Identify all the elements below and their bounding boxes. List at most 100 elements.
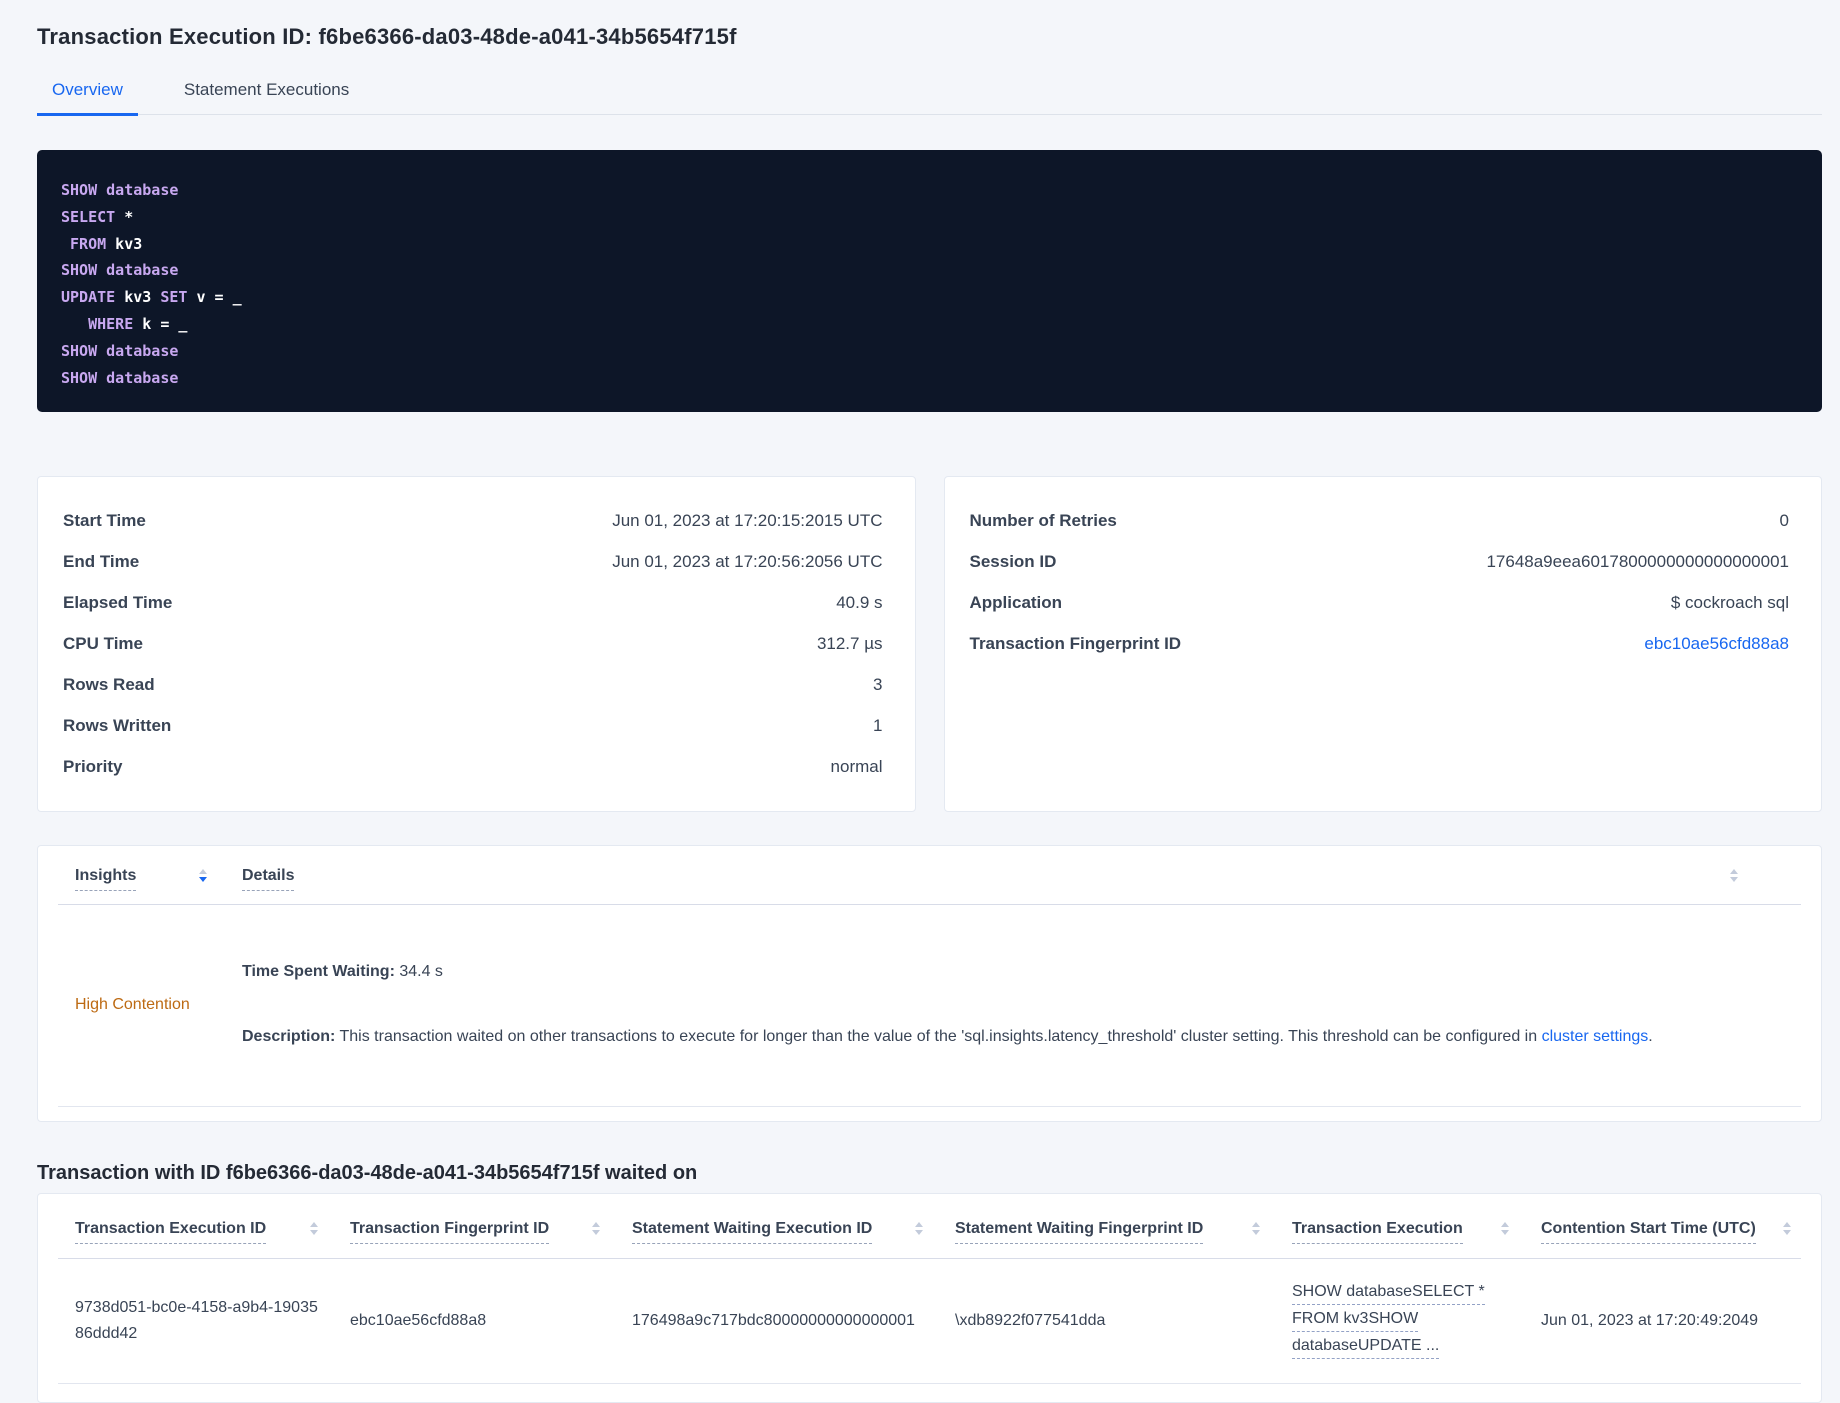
metric-value: Jun 01, 2023 at 17:20:15:2015 UTC	[612, 511, 883, 530]
sort-desc-icon	[915, 1230, 923, 1235]
details-column-header[interactable]: Details	[242, 867, 295, 891]
cell-transaction-fingerprint-id: ebc10ae56cfd88a8	[350, 1312, 487, 1329]
metric-label: Priority	[63, 757, 123, 776]
column-header-transaction-execution: Transaction Execution	[1292, 1220, 1541, 1244]
page-title: Transaction Execution ID: f6be6366-da03-…	[37, 24, 737, 49]
waited-on-table-header: Transaction Execution ID Transaction Fin…	[58, 1194, 1801, 1259]
waiting-label: Time Spent Waiting:	[242, 963, 395, 980]
summary-cards: Start Time Jun 01, 2023 at 17:20:15:2015…	[37, 476, 1822, 812]
metric-label: CPU Time	[63, 634, 143, 653]
metric-row: CPU Time 312.7 µs	[63, 634, 883, 653]
metric-label: Rows Written	[63, 716, 172, 735]
sort-asc-icon	[592, 1222, 600, 1227]
sql-line: SHOW database	[61, 181, 179, 199]
sort-asc-icon	[915, 1222, 923, 1227]
cell-statement-waiting-fingerprint-id: \xdb8922f077541dda	[955, 1312, 1106, 1329]
sort-desc-icon	[1252, 1230, 1260, 1235]
sort-icon[interactable]	[1783, 1220, 1791, 1235]
sort-asc-icon	[1730, 869, 1738, 874]
waiting-value: 34.4 s	[394, 963, 443, 980]
metric-value: 17648a9eea6017800000000000000001	[1486, 552, 1789, 571]
metric-row: Application $ cockroach sql	[970, 593, 1790, 612]
sort-desc-icon	[1501, 1230, 1509, 1235]
transaction-execution-link[interactable]: FROM kv3SHOW	[1292, 1310, 1419, 1332]
metric-row: Rows Read 3	[63, 675, 883, 694]
transaction-fingerprint-link[interactable]: ebc10ae56cfd88a8	[1644, 634, 1789, 653]
metric-value: 0	[1779, 511, 1789, 530]
column-header-statement-waiting-execution-id: Statement Waiting Execution ID	[632, 1220, 955, 1244]
sort-icon[interactable]	[199, 867, 207, 882]
execution-details-card: Start Time Jun 01, 2023 at 17:20:15:2015…	[37, 476, 916, 812]
cell-contention-start-time: Jun 01, 2023 at 17:20:49:2049	[1541, 1312, 1759, 1329]
metric-row: Elapsed Time 40.9 s	[63, 593, 883, 612]
sort-icon[interactable]	[592, 1220, 600, 1235]
sql-line: WHERE k = _	[61, 314, 188, 333]
sort-desc-icon	[592, 1230, 600, 1235]
sql-line: SHOW database	[61, 368, 179, 387]
sort-asc-icon	[1252, 1222, 1260, 1227]
sort-asc-icon	[1501, 1222, 1509, 1227]
cell-transaction-execution-id: 9738d051-bc0e-4158-a9b4-1903586ddd42	[75, 1299, 318, 1342]
description-suffix: .	[1648, 1028, 1653, 1045]
metric-label: Number of Retries	[969, 511, 1117, 530]
sql-line: UPDATE kv3 SET v = _	[61, 288, 242, 307]
metric-label: Transaction Fingerprint ID	[969, 634, 1182, 653]
metric-value: 3	[873, 675, 883, 694]
metric-value: 40.9 s	[836, 593, 883, 612]
sort-asc-icon	[1783, 1222, 1791, 1227]
transaction-execution-link[interactable]: SHOW databaseSELECT *	[1292, 1283, 1485, 1305]
sql-line: FROM kv3	[61, 234, 143, 253]
sort-desc-icon	[1730, 877, 1738, 882]
waited-on-section-title: Transaction with ID f6be6366-da03-48de-a…	[37, 1162, 698, 1184]
transaction-execution-link[interactable]: databaseUPDATE ...	[1292, 1337, 1440, 1359]
insight-description-line: Description: This transaction waited on …	[242, 1028, 1793, 1046]
column-header-statement-waiting-fingerprint-id: Statement Waiting Fingerprint ID	[955, 1220, 1292, 1244]
metric-label: Application	[969, 593, 1063, 612]
sort-asc-icon	[199, 869, 207, 874]
metric-value: 1	[873, 716, 883, 735]
insights-card: Insights Details High Contention Time Sp…	[37, 845, 1822, 1122]
metric-value: 312.7 µs	[816, 634, 883, 653]
metric-label: Rows Read	[63, 675, 155, 694]
metric-row: Transaction Fingerprint ID ebc10ae56cfd8…	[970, 634, 1790, 653]
metric-label: Start Time	[63, 511, 146, 530]
sql-statements-box: SHOW database SELECT * FROM kv3 SHOW dat…	[37, 150, 1822, 412]
column-header-transaction-execution-id: Transaction Execution ID	[75, 1220, 350, 1244]
description-label: Description:	[242, 1028, 336, 1045]
sort-asc-icon	[310, 1222, 318, 1227]
sort-desc-icon	[199, 877, 207, 882]
sql-line: SHOW database	[61, 341, 179, 360]
metric-value: Jun 01, 2023 at 17:20:56:2056 UTC	[612, 552, 883, 571]
cell-statement-waiting-execution-id: 176498a9c717bdc80000000000000001	[632, 1312, 915, 1329]
metric-value: $ cockroach sql	[1670, 593, 1789, 612]
column-header-contention-start-time: Contention Start Time (UTC)	[1541, 1220, 1793, 1244]
insights-column-header[interactable]: Insights	[75, 867, 137, 891]
tab-statement-executions[interactable]: Statement Executions	[183, 80, 350, 99]
sort-icon[interactable]	[1501, 1220, 1509, 1235]
tab-bar: Overview Statement Executions	[37, 80, 1822, 116]
tab-overview[interactable]: Overview	[37, 80, 138, 116]
metric-label: Elapsed Time	[63, 593, 173, 612]
sort-icon[interactable]	[1252, 1220, 1260, 1235]
description-text: This transaction waited on other transac…	[335, 1028, 1542, 1045]
metric-label: Session ID	[969, 552, 1057, 571]
cluster-settings-link[interactable]: cluster settings	[1541, 1028, 1649, 1045]
insight-type-badge: High Contention	[75, 996, 190, 1013]
waited-on-table-card: Transaction Execution ID Transaction Fin…	[37, 1193, 1822, 1403]
metric-value: normal	[830, 757, 883, 776]
sort-icon[interactable]	[310, 1220, 318, 1235]
metric-row: Session ID 17648a9eea6017800000000000000…	[970, 552, 1790, 571]
insight-waiting-line: Time Spent Waiting: 34.4 s	[242, 963, 1793, 981]
waited-on-table-row: 9738d051-bc0e-4158-a9b4-1903586ddd42 ebc…	[58, 1259, 1801, 1384]
insight-row: High Contention Time Spent Waiting: 34.4…	[58, 905, 1801, 1107]
metric-row: Number of Retries 0	[970, 511, 1790, 530]
column-header-transaction-fingerprint-id: Transaction Fingerprint ID	[350, 1220, 632, 1244]
metric-row: Rows Written 1	[63, 716, 883, 735]
sort-icon[interactable]	[1730, 867, 1738, 882]
sql-line: SHOW database	[61, 261, 179, 280]
insight-details: Time Spent Waiting: 34.4 s Description: …	[242, 927, 1793, 1082]
metric-label: End Time	[63, 552, 140, 571]
sort-icon[interactable]	[915, 1220, 923, 1235]
sql-line: SELECT *	[61, 207, 134, 226]
